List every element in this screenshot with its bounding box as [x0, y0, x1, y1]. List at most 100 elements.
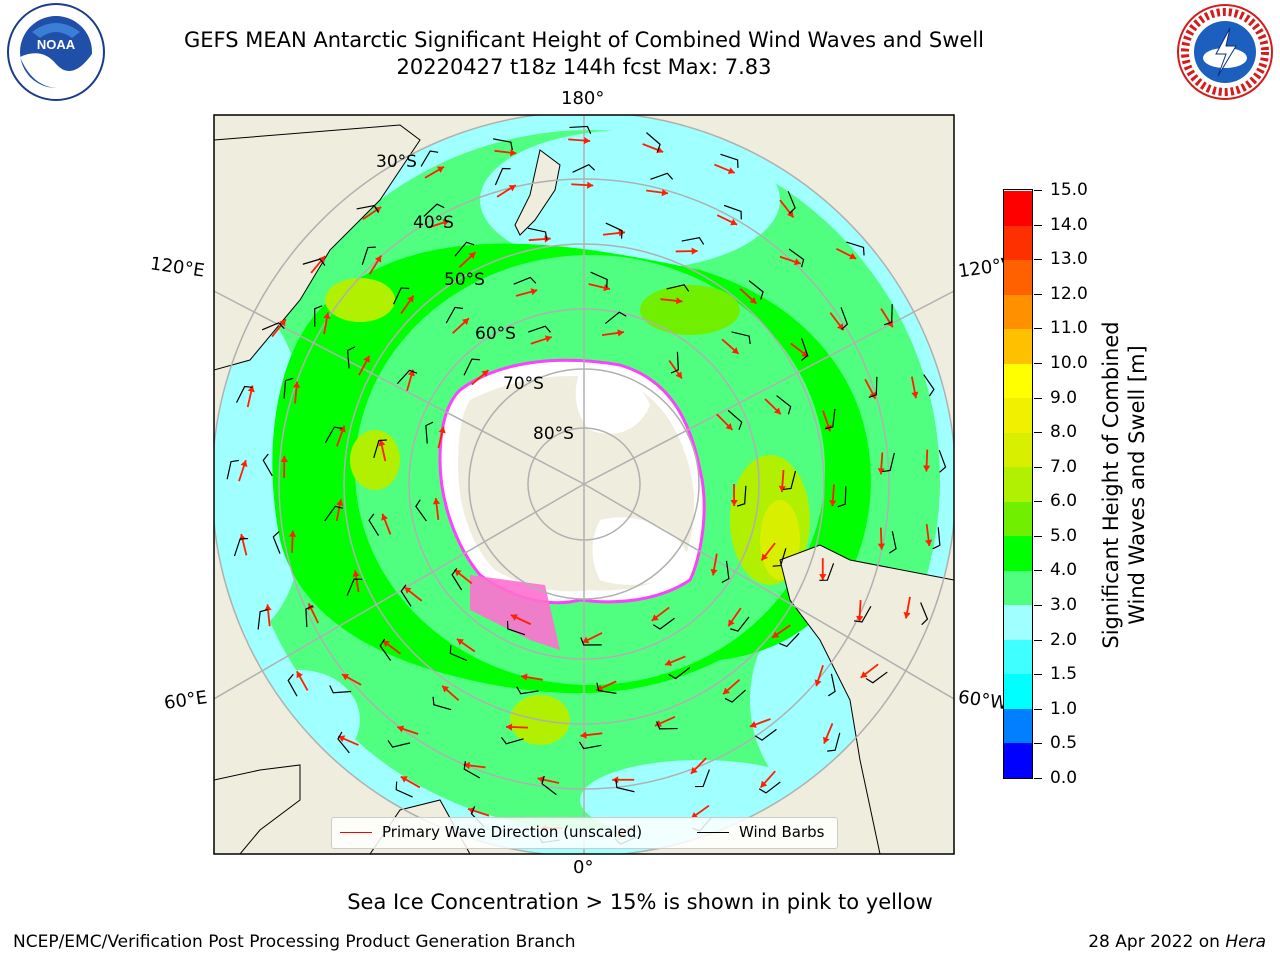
wind-barb — [415, 499, 427, 522]
wind-barb — [840, 307, 849, 330]
wave-arrow-head — [849, 252, 857, 260]
lat-label-70s: 70°S — [503, 374, 544, 394]
wave-arrow-head — [691, 247, 698, 255]
wind-barb — [596, 682, 617, 694]
wind-barb — [346, 578, 363, 596]
wind-barb — [493, 138, 513, 151]
wind-barb — [666, 284, 690, 292]
wind-barb — [395, 781, 413, 798]
wind-barb — [723, 204, 742, 220]
colorbar-band — [1004, 294, 1032, 330]
wave-arrow-head — [530, 288, 538, 296]
wave-arrow-head — [786, 210, 794, 218]
colorbar — [1003, 189, 1033, 779]
wave-arrow-head — [583, 136, 591, 145]
colorbar-tick — [1034, 639, 1042, 641]
wind-barb — [463, 358, 480, 376]
wave-arrow-head — [264, 604, 272, 611]
wind-barb — [650, 172, 674, 180]
wave-arrow-head — [651, 614, 659, 621]
colorbar-tick — [1034, 397, 1042, 399]
sea-ice-weddell — [470, 575, 560, 650]
colorbar-band — [1004, 570, 1032, 606]
australia-landmass — [214, 124, 421, 371]
lat-label-50s: 50°S — [444, 270, 485, 290]
colorbar-tick-label: 8.0 — [1050, 422, 1078, 443]
wave-arrow-head — [760, 780, 768, 788]
wave-arrow-head — [749, 296, 757, 304]
wave-arrow-head — [456, 638, 464, 646]
wind-barb — [724, 689, 746, 703]
noaa-logo: NOAA — [7, 3, 105, 101]
wind-barb — [721, 560, 730, 584]
wave-arrow-head — [877, 468, 885, 475]
colorbar-tick-label: 5.0 — [1050, 525, 1078, 546]
colorbar-tick — [1034, 535, 1042, 537]
colorbar-tick-label: 10.0 — [1050, 352, 1088, 373]
wave-arrow-head — [772, 631, 780, 638]
wave-arrow-head — [814, 679, 822, 687]
colorbar-band — [1004, 708, 1032, 744]
wind-barb — [425, 421, 434, 444]
wave-arrow-head — [731, 347, 739, 354]
colorbar-band — [1004, 501, 1032, 537]
wind-barb — [720, 153, 739, 168]
wave-arrow-head — [323, 312, 331, 320]
wave-arrow-head — [819, 574, 827, 581]
wave-arrow-head — [801, 350, 809, 357]
wave-arrow-head — [240, 460, 248, 468]
wind-barb — [569, 125, 592, 134]
wind-barb — [272, 531, 281, 554]
colorbar-band — [1004, 328, 1032, 364]
wave-arrow-head — [580, 731, 587, 739]
wave-arrow-head — [860, 671, 868, 678]
wave-arrow-head — [544, 335, 552, 343]
wind-barb — [938, 449, 947, 473]
colorbar-band — [1004, 397, 1032, 433]
wind-barb — [828, 673, 836, 697]
wind-barb — [373, 439, 387, 459]
wind-barb — [226, 459, 240, 480]
wind-barb — [329, 685, 352, 694]
wind-barb — [527, 227, 548, 240]
wave-arrow-head — [612, 776, 619, 784]
wind-barb — [888, 531, 897, 554]
wind-barb — [932, 527, 941, 550]
colorbar-tick — [1034, 466, 1042, 468]
colorbar-tick-label: 1.5 — [1050, 664, 1078, 685]
wind-barb — [400, 584, 412, 607]
wave-arrow-head — [352, 570, 360, 577]
wave-arrow-head — [925, 539, 933, 547]
colorbar-band — [1004, 639, 1032, 675]
wind-barb — [787, 191, 796, 214]
colorbar-tick-label: 7.0 — [1050, 456, 1078, 477]
wave-arrow-head — [463, 761, 471, 770]
colorbar-tick-label: 9.0 — [1050, 387, 1078, 408]
wind-barb — [656, 721, 678, 730]
wave-arrow-head — [509, 149, 517, 157]
colorbar-tick-label: 1.0 — [1050, 698, 1078, 719]
wind-barb-legend-label: Wind Barbs — [739, 823, 825, 841]
wind-barb — [605, 222, 623, 239]
wind-barb — [454, 241, 475, 257]
colorbar-band — [1004, 190, 1032, 226]
wind-barb — [283, 377, 294, 399]
wave-arrow-head — [436, 166, 444, 173]
wave-arrow-head — [432, 498, 441, 505]
wave-arrow-head — [378, 439, 386, 447]
wind-barb-legend-line — [697, 832, 729, 833]
wave-direction-arrows — [238, 136, 933, 837]
wind-barb — [883, 304, 893, 326]
wave-arrow-head — [292, 381, 301, 388]
chart-title: GEFS MEAN Antarctic Significant Height o… — [183, 28, 985, 52]
wave-arrow-head — [318, 256, 326, 263]
wind-barb — [451, 567, 463, 591]
wind-barb — [754, 728, 777, 741]
wind-barb — [923, 374, 935, 397]
wave-arrow-head — [505, 723, 513, 731]
colorbar-tick — [1034, 605, 1042, 607]
wind-barb — [758, 781, 781, 794]
africa-landmass — [214, 764, 301, 854]
colorbar-tick — [1034, 743, 1042, 745]
wave-arrow-head — [856, 615, 864, 623]
